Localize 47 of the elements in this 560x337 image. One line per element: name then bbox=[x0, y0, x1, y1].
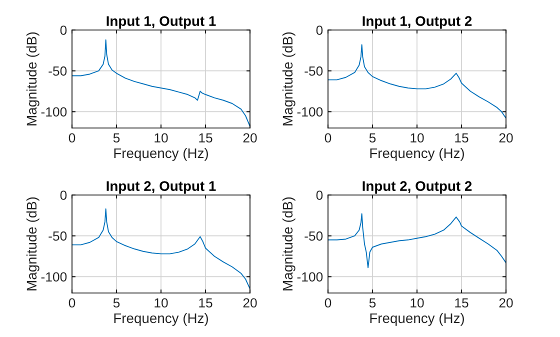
x-tick-label: 10 bbox=[410, 298, 424, 308]
x-tick-label: 10 bbox=[410, 133, 424, 143]
y-tick-label: -50 bbox=[48, 231, 67, 241]
y-tick-label: -50 bbox=[304, 231, 323, 241]
y-axis-title: Magnitude (dB) bbox=[26, 197, 40, 290]
x-axis-title: Frequency (Hz) bbox=[114, 148, 208, 161]
y-tick-label: -100 bbox=[41, 107, 67, 117]
y-tick-label: -100 bbox=[297, 272, 323, 282]
x-tick-label: 15 bbox=[199, 298, 212, 308]
chart-title: Input 2, Output 1 bbox=[106, 181, 216, 194]
x-tick-label: 10 bbox=[154, 298, 168, 308]
x-axis-title: Frequency (Hz) bbox=[370, 148, 464, 161]
y-tick-label: 0 bbox=[60, 190, 67, 200]
x-tick-label: 20 bbox=[243, 133, 257, 143]
line-series bbox=[72, 208, 250, 290]
x-tick-label: 0 bbox=[324, 133, 332, 143]
y-axis-title: Magnitude (dB) bbox=[26, 32, 40, 126]
chart-title: Input 1, Output 1 bbox=[106, 16, 216, 29]
x-tick-label: 20 bbox=[243, 298, 257, 308]
y-tick-label: -50 bbox=[304, 66, 323, 76]
x-tick-label: 0 bbox=[68, 133, 76, 143]
x-tick-label: 20 bbox=[499, 133, 513, 143]
y-axis-title: Magnitude (dB) bbox=[282, 197, 296, 290]
x-tick-label: 5 bbox=[113, 298, 120, 308]
line-series bbox=[328, 44, 506, 119]
chart-title: Input 2, Output 2 bbox=[362, 181, 472, 194]
y-tick-label: 0 bbox=[316, 190, 323, 200]
x-tick-label: 15 bbox=[455, 298, 468, 308]
x-tick-label: 5 bbox=[369, 133, 376, 143]
y-tick-label: -100 bbox=[297, 107, 323, 117]
x-tick-label: 5 bbox=[369, 298, 376, 308]
x-tick-label: 15 bbox=[199, 133, 212, 143]
x-tick-label: 0 bbox=[68, 298, 76, 308]
x-axis-title: Frequency (Hz) bbox=[370, 312, 464, 326]
line-series bbox=[328, 213, 506, 268]
chart-title: Input 1, Output 2 bbox=[362, 16, 472, 29]
y-tick-label: 0 bbox=[60, 26, 67, 35]
y-tick-label: -100 bbox=[41, 272, 67, 282]
y-tick-label: 0 bbox=[316, 26, 323, 35]
x-tick-label: 10 bbox=[154, 133, 168, 143]
x-tick-label: 15 bbox=[455, 133, 468, 143]
x-tick-label: 5 bbox=[113, 133, 120, 143]
y-tick-label: -50 bbox=[48, 66, 67, 76]
x-tick-label: 0 bbox=[324, 298, 332, 308]
x-tick-label: 20 bbox=[499, 298, 513, 308]
y-axis-title: Magnitude (dB) bbox=[282, 32, 296, 126]
x-axis-title: Frequency (Hz) bbox=[114, 312, 208, 326]
